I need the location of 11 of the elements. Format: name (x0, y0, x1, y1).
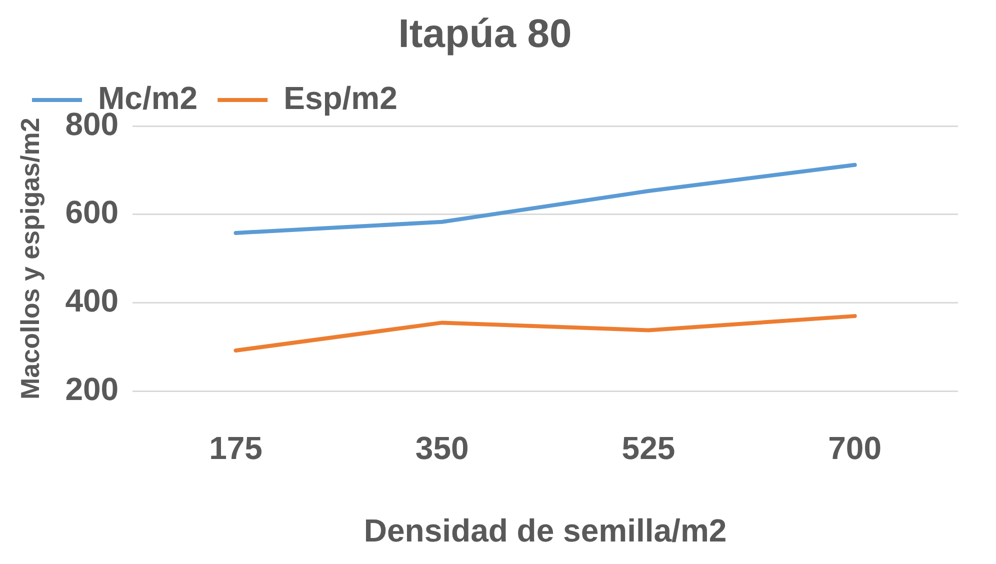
y-tick-label: 200 (65, 371, 119, 408)
chart-title: Itapúa 80 (398, 12, 572, 56)
x-axis-title: Densidad de semilla/m2 (364, 512, 727, 549)
y-tick-label: 600 (65, 194, 119, 230)
x-tick-label: 350 (415, 430, 469, 466)
legend-label: Esp/m2 (284, 80, 398, 116)
y-axis-title: Macollos y espigas/m2 (14, 118, 45, 400)
x-tick-label: 525 (622, 430, 676, 466)
y-tick-label: 400 (65, 282, 119, 319)
x-tick-label: 700 (828, 430, 882, 466)
x-tick-label: 175 (209, 430, 262, 466)
